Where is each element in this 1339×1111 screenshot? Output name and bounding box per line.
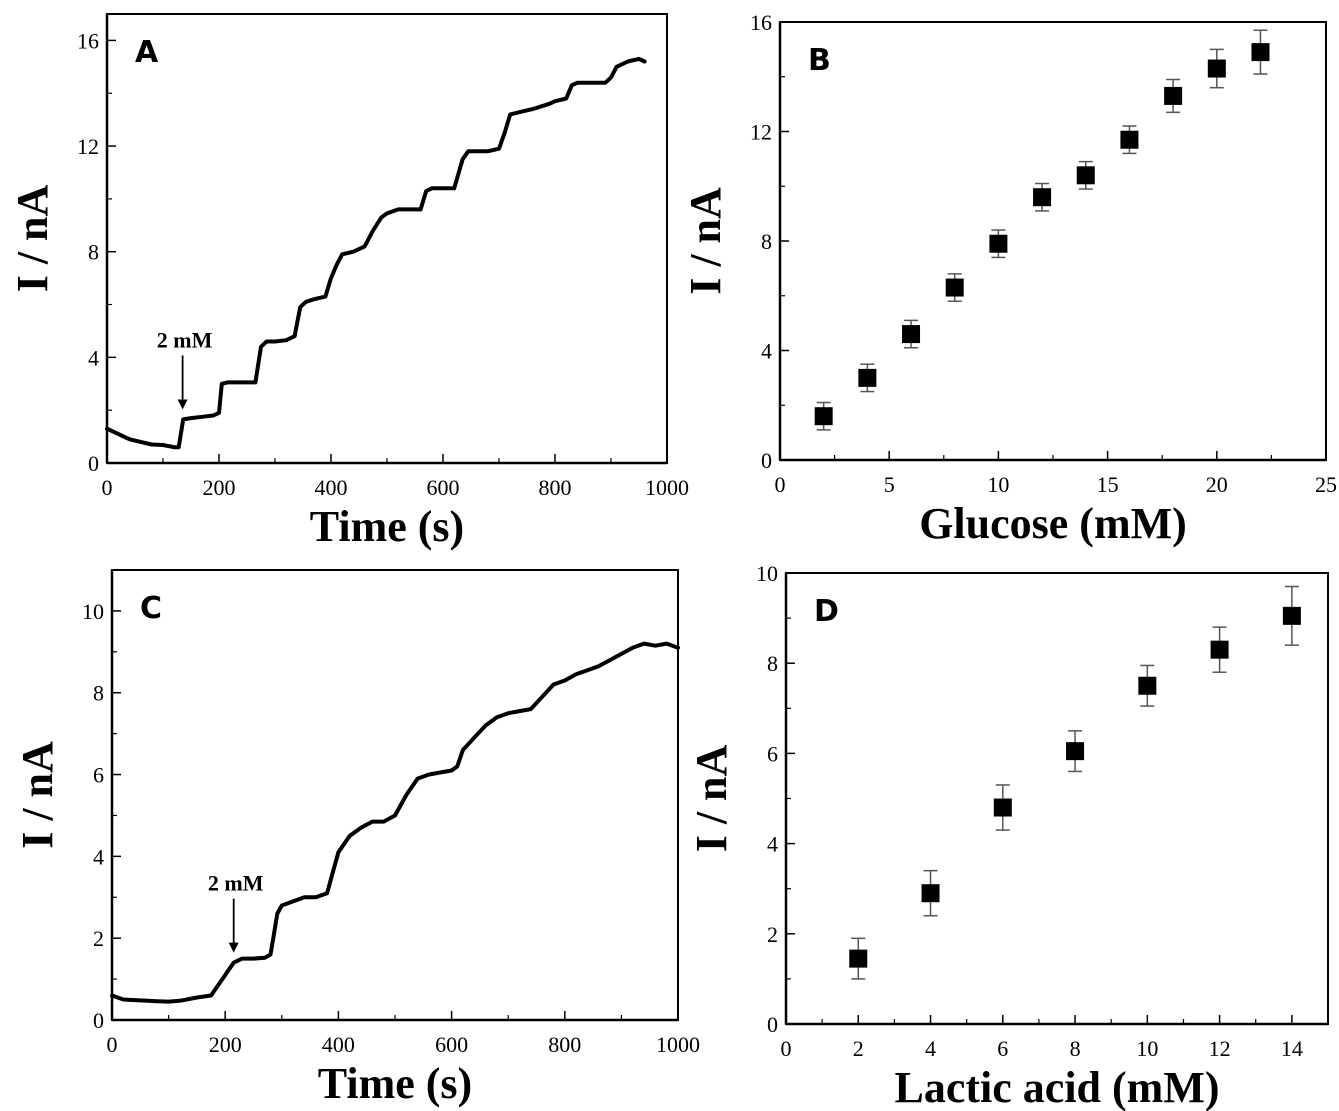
y-tick-label-a: 0	[88, 451, 99, 476]
data-point-b	[1076, 166, 1095, 185]
y-tick-label-c: 4	[93, 844, 104, 869]
y-tick-label-a: 8	[88, 240, 99, 265]
annotation-text-a: 2 mM	[157, 327, 213, 352]
annotation-text-c: 2 mM	[208, 871, 264, 896]
data-point-b	[989, 234, 1008, 253]
data-point-d	[1138, 676, 1157, 695]
data-point-d	[921, 884, 940, 903]
y-tick-label-d: 6	[767, 741, 778, 766]
y-tick-label-d: 8	[767, 651, 778, 676]
y-tick-label-d: 0	[767, 1012, 778, 1037]
y-tick-label-d: 2	[767, 922, 778, 947]
x-tick-label-c: 200	[209, 1032, 242, 1057]
panel-b: 0 5 10 15 20 25 0 4 8 12 16 Glucose (mM) I / nA B	[681, 10, 1337, 548]
x-tick-label-d: 6	[997, 1036, 1008, 1061]
x-tick-label-d: 2	[853, 1036, 864, 1061]
annotation-arrowhead-c	[228, 942, 239, 953]
x-tick-label-a: 1000	[645, 475, 689, 500]
data-point-b	[945, 278, 964, 297]
x-tick-label-c: 0	[107, 1032, 118, 1057]
data-point-b	[814, 407, 833, 426]
data-point-b	[1164, 86, 1183, 105]
panel-a: 0 200 400 600 800 1000 0 4 8 12 16 Time (s) I / nA A 2…	[8, 13, 689, 551]
y-tick-label-c: 0	[93, 1008, 104, 1033]
x-tick-label-c: 400	[322, 1032, 355, 1057]
x-tick-label-a: 600	[427, 475, 460, 500]
x-tick-label-c: 1000	[656, 1032, 700, 1057]
x-tick-label-a: 0	[102, 475, 113, 500]
y-tick-label-a: 16	[77, 28, 99, 53]
y-tick-label-c: 2	[93, 926, 104, 951]
panel-letter-b: B	[808, 43, 831, 78]
data-point-b	[1033, 188, 1052, 207]
x-tick-label-d: 14	[1281, 1036, 1303, 1061]
x-axis-title-d: Lactic acid (mM)	[895, 1063, 1220, 1111]
panel-letter-a: A	[135, 35, 159, 70]
panel-c: 0 200 400 600 800 1000 0 2 4 6 8 10 Time (s) I / nA C 2…	[13, 569, 700, 1108]
x-tick-label-b: 25	[1315, 472, 1337, 497]
y-tick-label-d: 10	[756, 561, 778, 586]
x-tick-label-c: 800	[548, 1032, 581, 1057]
x-tick-label-b: 15	[1097, 472, 1119, 497]
y-axis-title-c: I / nA	[13, 741, 62, 849]
series-line-a	[105, 56, 647, 450]
x-tick-label-d: 8	[1070, 1036, 1081, 1061]
annotation-arrowhead-a	[177, 399, 188, 410]
panel-letter-c: C	[140, 591, 162, 626]
data-point-b	[1251, 43, 1270, 62]
data-point-d	[849, 949, 868, 968]
x-axis-title-b: Glucose (mM)	[919, 499, 1187, 548]
x-tick-label-b: 0	[775, 472, 786, 497]
y-tick-label-b: 8	[761, 229, 772, 254]
y-tick-label-c: 10	[82, 599, 104, 624]
y-tick-label-a: 4	[88, 345, 99, 370]
y-tick-label-a: 12	[77, 134, 99, 159]
data-point-d	[1210, 640, 1229, 659]
plot-frame-d	[785, 572, 1329, 1025]
x-tick-label-d: 12	[1209, 1036, 1231, 1061]
y-tick-label-b: 12	[750, 120, 772, 145]
x-tick-label-b: 20	[1206, 472, 1228, 497]
panel-letter-d: D	[814, 594, 839, 629]
x-tick-label-b: 10	[987, 472, 1009, 497]
data-point-d	[1066, 742, 1085, 761]
plot-frame-c	[111, 569, 679, 1021]
x-tick-label-d: 4	[925, 1036, 936, 1061]
y-tick-label-c: 8	[93, 681, 104, 706]
y-axis-title-d: I / nA	[687, 744, 736, 852]
series-line-c	[110, 641, 680, 1004]
y-tick-label-b: 4	[761, 339, 772, 364]
y-axis-title-a: I / nA	[8, 184, 57, 292]
data-point-b	[858, 368, 877, 387]
x-tick-label-c: 600	[435, 1032, 468, 1057]
y-tick-label-b: 16	[750, 10, 772, 35]
x-tick-label-a: 800	[539, 475, 572, 500]
plot-frame-b	[779, 21, 1327, 461]
y-tick-label-d: 4	[767, 832, 778, 857]
x-tick-label-d: 0	[781, 1036, 792, 1061]
data-point-b	[1120, 130, 1139, 149]
y-tick-label-b: 0	[761, 448, 772, 473]
x-tick-label-a: 400	[315, 475, 348, 500]
data-point-b	[1207, 59, 1226, 78]
data-point-b	[902, 325, 921, 344]
data-point-d	[1282, 606, 1301, 625]
x-axis-title-a: Time (s)	[310, 502, 464, 551]
x-axis-title-c: Time (s)	[318, 1059, 472, 1108]
x-tick-label-b: 5	[884, 472, 895, 497]
y-axis-title-b: I / nA	[681, 187, 730, 295]
y-tick-label-c: 6	[93, 763, 104, 788]
x-tick-label-d: 10	[1136, 1036, 1158, 1061]
data-point-d	[993, 798, 1012, 817]
x-tick-label-a: 200	[203, 475, 236, 500]
